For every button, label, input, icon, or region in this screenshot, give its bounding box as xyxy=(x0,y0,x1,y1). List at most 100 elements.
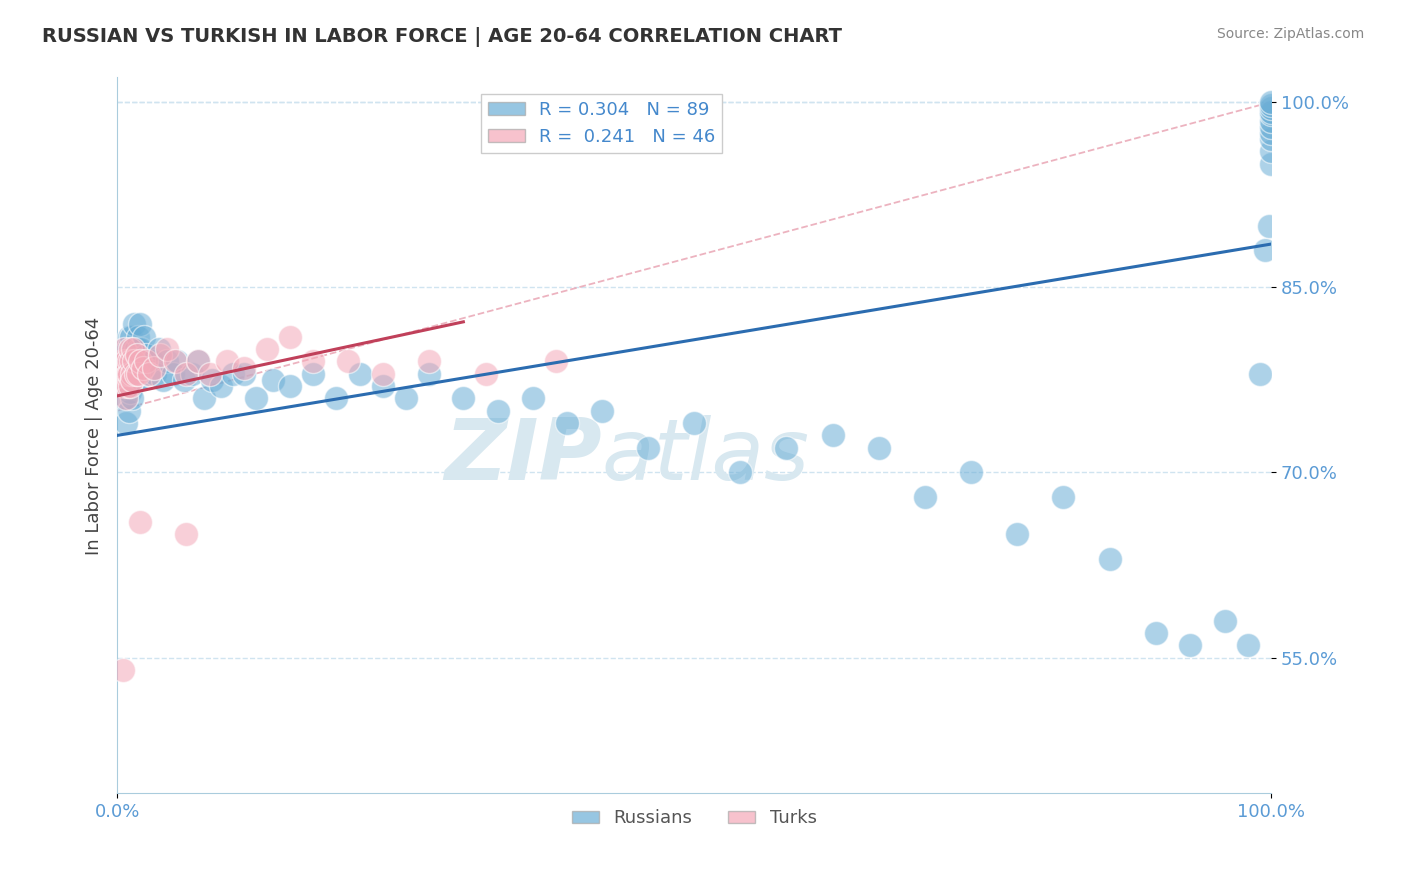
Point xyxy=(475,367,498,381)
Point xyxy=(115,416,138,430)
Point xyxy=(349,367,371,381)
Point xyxy=(821,428,844,442)
Point xyxy=(187,354,209,368)
Point xyxy=(1052,490,1074,504)
Point xyxy=(112,342,135,356)
Point xyxy=(336,354,359,368)
Point xyxy=(1180,638,1202,652)
Point xyxy=(127,367,149,381)
Point xyxy=(120,354,142,368)
Point xyxy=(148,342,170,356)
Point xyxy=(1005,527,1028,541)
Point xyxy=(131,354,153,368)
Legend: Russians, Turks: Russians, Turks xyxy=(564,802,824,834)
Point xyxy=(325,392,347,406)
Point xyxy=(125,354,148,368)
Point xyxy=(118,354,141,368)
Point xyxy=(371,379,394,393)
Point xyxy=(637,441,659,455)
Text: RUSSIAN VS TURKISH IN LABOR FORCE | AGE 20-64 CORRELATION CHART: RUSSIAN VS TURKISH IN LABOR FORCE | AGE … xyxy=(42,27,842,46)
Point xyxy=(156,342,179,356)
Point xyxy=(302,354,325,368)
Point xyxy=(278,329,301,343)
Point xyxy=(176,367,198,381)
Point xyxy=(138,367,160,381)
Point xyxy=(555,416,578,430)
Point xyxy=(118,367,141,381)
Point xyxy=(111,663,134,677)
Point xyxy=(683,416,706,430)
Point xyxy=(127,373,149,387)
Point xyxy=(117,342,139,356)
Point xyxy=(121,367,143,381)
Point xyxy=(121,342,143,356)
Point xyxy=(193,392,215,406)
Point xyxy=(152,373,174,387)
Point xyxy=(138,367,160,381)
Point xyxy=(118,367,141,381)
Point xyxy=(118,403,141,417)
Point xyxy=(1260,120,1282,134)
Point xyxy=(914,490,936,504)
Point xyxy=(149,348,172,362)
Point xyxy=(395,392,418,406)
Text: atlas: atlas xyxy=(602,416,810,499)
Point xyxy=(960,466,983,480)
Point xyxy=(112,392,135,406)
Point xyxy=(162,367,184,381)
Point xyxy=(118,348,141,362)
Point xyxy=(302,367,325,381)
Point xyxy=(118,329,141,343)
Point xyxy=(198,367,221,381)
Point xyxy=(111,354,134,368)
Point xyxy=(124,318,146,332)
Point xyxy=(187,354,209,368)
Point xyxy=(201,373,224,387)
Point xyxy=(129,515,152,529)
Point xyxy=(418,367,440,381)
Point xyxy=(124,373,146,387)
Point xyxy=(775,441,797,455)
Point xyxy=(114,373,136,387)
Point xyxy=(124,367,146,381)
Point xyxy=(1144,626,1167,640)
Point xyxy=(117,379,139,393)
Point xyxy=(121,373,143,387)
Point xyxy=(453,392,475,406)
Point xyxy=(730,466,752,480)
Point xyxy=(120,367,142,381)
Point xyxy=(128,342,150,356)
Point xyxy=(173,373,195,387)
Point xyxy=(1257,219,1279,233)
Point xyxy=(115,354,138,368)
Point xyxy=(141,354,163,368)
Point xyxy=(262,373,284,387)
Point xyxy=(1213,614,1236,628)
Point xyxy=(233,367,256,381)
Point xyxy=(115,392,138,406)
Point xyxy=(233,360,256,375)
Point xyxy=(1260,95,1282,109)
Point xyxy=(129,318,152,332)
Point xyxy=(124,354,146,368)
Point xyxy=(143,360,166,375)
Point xyxy=(131,342,153,356)
Point xyxy=(176,527,198,541)
Point xyxy=(117,379,139,393)
Point xyxy=(163,354,186,368)
Point xyxy=(522,392,544,406)
Y-axis label: In Labor Force | Age 20-64: In Labor Force | Age 20-64 xyxy=(86,317,103,555)
Point xyxy=(118,379,141,393)
Point xyxy=(215,354,238,368)
Point xyxy=(1098,551,1121,566)
Point xyxy=(1260,126,1282,140)
Point xyxy=(1260,132,1282,146)
Point xyxy=(1260,107,1282,121)
Point xyxy=(544,354,567,368)
Text: ZIP: ZIP xyxy=(444,416,602,499)
Point xyxy=(135,354,157,368)
Point xyxy=(256,342,278,356)
Point xyxy=(181,367,204,381)
Point xyxy=(122,354,145,368)
Point xyxy=(111,367,134,381)
